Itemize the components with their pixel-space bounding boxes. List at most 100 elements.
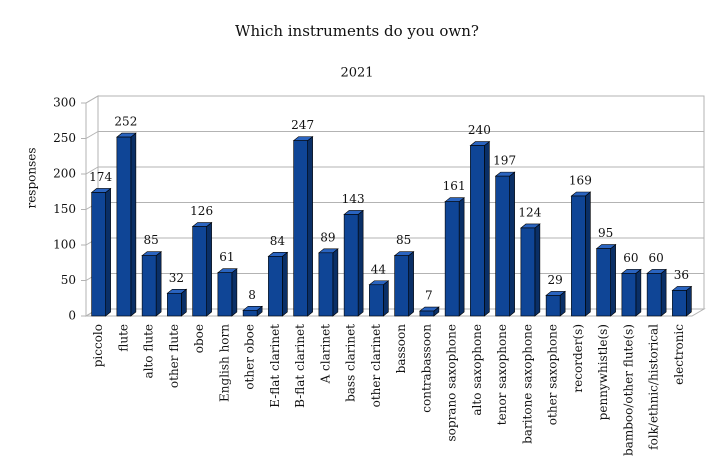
- x-tick-label: other saxophone: [546, 324, 560, 425]
- bar: [571, 195, 586, 317]
- bar-side: [155, 251, 162, 317]
- bar-side: [181, 288, 187, 317]
- bar-side: [509, 171, 515, 317]
- y-tick-label: 250: [53, 131, 76, 145]
- value-label: 32: [169, 271, 184, 285]
- bar-side: [105, 187, 111, 317]
- x-tick-label: piccolo: [91, 324, 105, 367]
- bar-side: [130, 132, 137, 317]
- bar: [470, 145, 485, 317]
- x-tick-label: alto saxophone: [470, 324, 484, 416]
- bar: [343, 214, 359, 317]
- x-tick-label: baritone saxophone: [520, 324, 534, 444]
- x-tick-label: alto flute: [142, 324, 156, 379]
- y-tick-label: 100: [53, 238, 76, 252]
- bar-side: [484, 140, 490, 317]
- bar-side: [585, 191, 591, 317]
- bar: [293, 140, 308, 317]
- bar: [141, 255, 157, 317]
- bar: [520, 227, 536, 317]
- bar-side: [408, 251, 414, 317]
- grid-line-side: [85, 95, 99, 104]
- grid-line-side: [85, 166, 99, 175]
- x-tick-label: folk/ethnic/historical: [647, 324, 661, 450]
- bar-side: [357, 209, 364, 317]
- x-tick-label: English horn: [217, 324, 231, 402]
- y-tick-label: 50: [61, 273, 76, 287]
- x-tick-label: flute: [116, 324, 130, 352]
- y-tick-label: 150: [53, 202, 76, 216]
- value-label: 89: [320, 230, 335, 244]
- x-tick-label: other oboe: [243, 324, 257, 390]
- value-label: 36: [674, 268, 689, 282]
- value-label: 60: [623, 251, 638, 265]
- bar: [318, 252, 334, 317]
- value-label: 44: [371, 262, 387, 276]
- x-tick-label: recorder(s): [571, 324, 585, 393]
- bar: [596, 248, 611, 317]
- value-label: 126: [190, 204, 213, 218]
- value-label: 61: [219, 250, 234, 264]
- y-axis-label: responses: [25, 147, 39, 208]
- bar: [394, 255, 409, 317]
- x-tick-label: other clarinet: [369, 324, 383, 408]
- value-label: 143: [342, 192, 365, 206]
- bar: [545, 295, 561, 317]
- bar-side: [635, 268, 642, 317]
- x-tick-label: B-flat clarinet: [293, 324, 307, 408]
- x-tick-label: A clarinet: [318, 324, 332, 385]
- bar-side: [686, 285, 692, 317]
- value-label: 169: [569, 174, 592, 188]
- grid-line-side: [85, 131, 99, 139]
- bar-side: [534, 223, 541, 317]
- x-tick-label: contrabassoon: [419, 324, 433, 413]
- bar: [217, 272, 233, 317]
- bar: [192, 226, 207, 317]
- bar: [242, 310, 258, 317]
- value-label: 85: [396, 233, 411, 247]
- y-tick-label: 300: [53, 96, 76, 110]
- bar: [91, 192, 106, 317]
- bar-side: [458, 197, 465, 317]
- value-label: 7: [425, 289, 433, 303]
- x-tick-label: oboe: [192, 324, 206, 353]
- bar: [621, 273, 637, 317]
- x-tick-label: bass clarinet: [344, 324, 358, 402]
- x-tick-label: tenor saxophone: [495, 324, 509, 425]
- bar-side: [332, 248, 339, 317]
- x-tick-label: E-flat clarinet: [268, 324, 282, 408]
- bar-side: [610, 243, 616, 317]
- value-label: 174: [89, 170, 112, 184]
- value-label: 60: [648, 251, 663, 265]
- value-label: 29: [547, 273, 562, 287]
- bar-side: [383, 280, 389, 317]
- value-label: 240: [468, 123, 491, 137]
- bar: [268, 256, 283, 317]
- value-label: 8: [248, 288, 256, 302]
- value-label: 84: [270, 234, 286, 248]
- x-tick-label: electronic: [672, 324, 686, 385]
- x-tick-label: bassoon: [394, 324, 408, 374]
- bar-side: [206, 221, 212, 317]
- value-label: 197: [493, 154, 516, 168]
- bar: [495, 175, 510, 317]
- bar: [167, 292, 182, 317]
- y-tick-label: 200: [53, 167, 76, 181]
- value-label: 161: [443, 179, 466, 193]
- x-tick-label: soprano saxophone: [445, 324, 459, 442]
- chart-title: Which instruments do you own?: [235, 22, 479, 40]
- bar: [419, 310, 435, 317]
- value-label: 85: [143, 233, 158, 247]
- value-label: 252: [114, 115, 137, 129]
- chart-subtitle: 2021: [340, 66, 373, 81]
- bar: [672, 290, 687, 317]
- bar: [646, 273, 662, 317]
- bar: [116, 136, 132, 317]
- value-label: 124: [518, 205, 541, 219]
- x-tick-label: other flute: [167, 324, 181, 388]
- bar-side: [282, 251, 288, 317]
- x-tick-label: bamboo/other flute(s): [621, 324, 635, 456]
- x-tick-label: pennywhistle(s): [596, 324, 610, 420]
- bar-side: [307, 136, 313, 317]
